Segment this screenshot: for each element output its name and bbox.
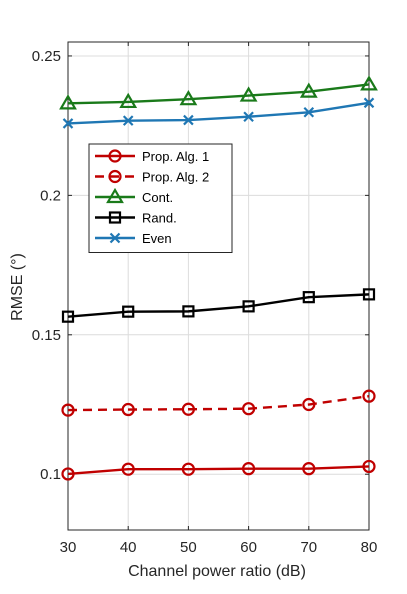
legend-marker [109,232,121,244]
data-point [59,94,77,110]
data-point [242,300,255,313]
x-tick-label: 60 [240,539,257,556]
legend-entry: Rand. [95,211,177,226]
data-point [242,402,256,416]
plot-frame [67,41,370,531]
series [59,75,378,481]
data-point [181,402,195,416]
y-tick-label: 0.15 [32,327,61,344]
y-tick-label: 0.1 [40,466,61,483]
data-point [362,459,376,474]
data-point [61,467,75,481]
axes: 30 40 50 60 70 80 0.1 0.15 0.2 0.25 [32,41,378,556]
data-point [302,462,316,476]
legend-label: Rand. [142,211,177,226]
data-point [119,92,138,109]
data-point [61,310,75,323]
x-tick-label: 70 [300,539,317,556]
data-point [121,402,135,417]
series-line [67,465,370,476]
legend-marker [108,211,122,224]
data-point [362,288,376,301]
x-tick-label: 80 [361,539,378,556]
data-point [363,97,375,109]
data-point [183,114,194,126]
legend-entry: Prop. Alg. 1 [95,149,209,164]
data-point [360,75,378,91]
legend-marker [108,149,122,163]
data-point [179,89,198,106]
data-point [181,462,195,476]
y-tick-label: 0.25 [32,48,61,65]
series-line [67,101,370,125]
data-point [122,115,134,126]
legend: Prop. Alg. 1 Prop. Alg. 2 Cont. Rand. Even [88,143,233,253]
series-cont [59,75,378,110]
data-point [122,305,135,318]
legend-marker [108,169,122,184]
series-prop-alg-1 [61,459,376,481]
data-point [121,462,135,476]
data-point [62,118,74,129]
series-line [67,293,370,318]
data-point [302,291,315,304]
data-point [61,403,75,417]
legend-label: Prop. Alg. 1 [142,149,209,164]
series-even [62,97,375,129]
legend-label: Even [142,231,172,246]
data-point [299,82,318,98]
data-point [239,86,258,102]
series-rand [61,288,376,323]
x-tick-label: 50 [180,539,197,556]
legend-marker [106,187,124,204]
legend-label: Cont. [142,190,173,205]
series-line [67,83,370,105]
grid [67,42,370,530]
data-point [302,397,316,412]
data-point [243,111,254,123]
legend-entry: Cont. [95,187,173,205]
series-prop-alg-2 [61,389,376,417]
legend-label: Prop. Alg. 2 [142,170,209,185]
x-axis-label: Channel power ratio (dB) [128,563,306,580]
y-axis-label: RMSE (°) [9,253,26,321]
data-point [182,305,195,318]
series-line [67,394,370,412]
x-tick-label: 40 [120,539,137,556]
y-tick-label: 0.2 [40,187,61,204]
legend-entry: Even [95,231,172,246]
legend-entry: Prop. Alg. 2 [95,170,209,185]
data-point [242,462,256,476]
data-point [303,106,315,118]
data-point [362,389,376,403]
x-tick-label: 30 [60,539,77,556]
